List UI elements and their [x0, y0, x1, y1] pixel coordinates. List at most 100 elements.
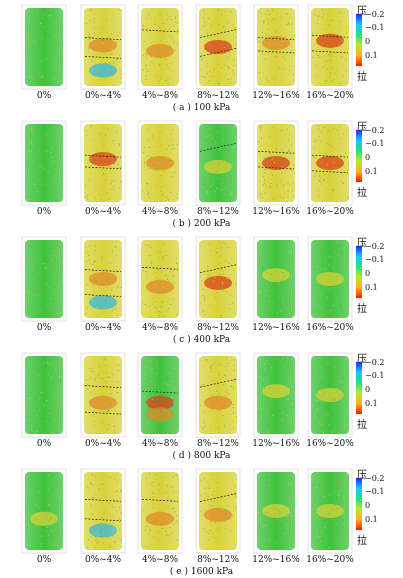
specimen-cylinder — [80, 236, 126, 322]
strain-label: 0% — [36, 207, 52, 217]
subfigure-panel: 0% 0%~4% 4%~8% 8%~12% 12%~16% 16%~20% 压 −0.2 −0.… — [0, 464, 403, 578]
specimen-cylinder — [307, 236, 353, 322]
specimen-row — [0, 0, 403, 92]
legend-tick: 0.1 — [365, 283, 378, 292]
subfigure-caption: ( a ) 100 kPa — [172, 103, 231, 113]
strain-label: 12%~16% — [252, 555, 300, 565]
strain-label: 4%~8% — [141, 207, 179, 217]
legend-tick: 0 — [365, 385, 371, 394]
strain-label: 0%~4% — [84, 323, 122, 333]
strain-label: 8%~12% — [197, 207, 239, 217]
specimen-cylinder — [307, 4, 353, 90]
subfigure-panel: 0% 0%~4% 4%~8% 8%~12% 12%~16% 16%~20% 压 −0.2 −0.… — [0, 116, 403, 230]
strain-label: 0%~4% — [84, 555, 122, 565]
legend-tension-label: 拉 — [357, 420, 367, 431]
specimen-row — [0, 116, 403, 208]
specimen-cylinder — [80, 468, 126, 554]
legend-tick: −0.1 — [365, 255, 385, 264]
strain-label: 16%~20% — [306, 207, 354, 217]
strain-label: 8%~12% — [197, 439, 239, 449]
strain-label: 4%~8% — [141, 439, 179, 449]
strain-label: 0%~4% — [84, 91, 122, 101]
legend-colorbar — [356, 14, 362, 66]
specimen-cylinder — [307, 352, 353, 438]
legend-tick: −0.1 — [365, 139, 385, 148]
legend-tick: −0.2 — [365, 358, 385, 367]
subfigure-panel: 0% 0%~4% 4%~8% 8%~12% 12%~16% 16%~20% 压 −0.2 −0.… — [0, 0, 403, 114]
specimen-cylinder — [307, 120, 353, 206]
legend-tension-label: 拉 — [357, 536, 367, 547]
legend-tick: 0 — [365, 37, 371, 46]
strain-label: 0%~4% — [84, 439, 122, 449]
specimen-cylinder — [253, 236, 299, 322]
color-legend: 压 −0.2 −0.1 0 0.1 拉 — [355, 122, 403, 199]
strain-label: 16%~20% — [306, 91, 354, 101]
strain-label: 8%~12% — [197, 555, 239, 565]
subfigure-panel: 0% 0%~4% 4%~8% 8%~12% 12%~16% 16%~20% 压 −0.2 −0.… — [0, 232, 403, 346]
strain-label: 0%~4% — [84, 207, 122, 217]
specimen-cylinder — [253, 468, 299, 554]
strain-label: 16%~20% — [306, 323, 354, 333]
strain-label: 16%~20% — [306, 439, 354, 449]
specimen-cylinder — [137, 468, 183, 554]
legend-tick: −0.2 — [365, 126, 385, 135]
strain-label: 4%~8% — [141, 555, 179, 565]
color-legend: 压 −0.2 −0.1 0 0.1 拉 — [355, 238, 403, 315]
specimen-row — [0, 348, 403, 440]
specimen-cylinder — [137, 236, 183, 322]
legend-tick: 0.1 — [365, 399, 378, 408]
strain-label: 0% — [36, 323, 52, 333]
legend-tick: 0.1 — [365, 51, 378, 60]
specimen-cylinder — [195, 120, 241, 206]
legend-compression-label: 压 — [357, 354, 367, 365]
legend-tick: −0.2 — [365, 242, 385, 251]
subfigure-caption: ( c ) 400 kPa — [172, 335, 231, 345]
strain-label: 4%~8% — [141, 323, 179, 333]
strain-label: 16%~20% — [306, 555, 354, 565]
subfigure-caption: ( e ) 1600 kPa — [169, 567, 234, 577]
legend-tension-label: 拉 — [357, 188, 367, 199]
specimen-cylinder — [195, 236, 241, 322]
strain-label: 8%~12% — [197, 91, 239, 101]
legend-tick: 0 — [365, 153, 371, 162]
strain-label: 12%~16% — [252, 323, 300, 333]
legend-tick: 0.1 — [365, 167, 378, 176]
color-legend: 压 −0.2 −0.1 0 0.1 拉 — [355, 470, 403, 547]
legend-compression-label: 压 — [357, 6, 367, 17]
legend-compression-label: 压 — [357, 238, 367, 249]
specimen-cylinder — [195, 4, 241, 90]
specimen-cylinder — [21, 352, 67, 438]
legend-colorbar — [356, 478, 362, 530]
legend-colorbar — [356, 246, 362, 298]
legend-tension-label: 拉 — [357, 72, 367, 83]
specimen-cylinder — [195, 352, 241, 438]
specimen-cylinder — [21, 120, 67, 206]
specimen-cylinder — [80, 352, 126, 438]
strain-label: 0% — [36, 555, 52, 565]
specimen-row — [0, 464, 403, 556]
legend-compression-label: 压 — [357, 470, 367, 481]
specimen-cylinder — [137, 120, 183, 206]
specimen-cylinder — [253, 352, 299, 438]
legend-tick: −0.2 — [365, 474, 385, 483]
specimen-cylinder — [21, 468, 67, 554]
strain-label: 12%~16% — [252, 207, 300, 217]
specimen-row — [0, 232, 403, 324]
subfigure-caption: ( d ) 800 kPa — [172, 451, 231, 461]
subfigure-panel: 0% 0%~4% 4%~8% 8%~12% 12%~16% 16%~20% 压 −0.2 −0.… — [0, 348, 403, 462]
legend-colorbar — [356, 362, 362, 414]
specimen-cylinder — [307, 468, 353, 554]
legend-tick: 0 — [365, 501, 371, 510]
legend-tension-label: 拉 — [357, 304, 367, 315]
specimen-cylinder — [253, 4, 299, 90]
legend-tick: −0.1 — [365, 371, 385, 380]
legend-colorbar — [356, 130, 362, 182]
specimen-cylinder — [253, 120, 299, 206]
strain-label: 0% — [36, 91, 52, 101]
specimen-cylinder — [80, 120, 126, 206]
specimen-cylinder — [80, 4, 126, 90]
specimen-cylinder — [195, 468, 241, 554]
legend-compression-label: 压 — [357, 122, 367, 133]
color-legend: 压 −0.2 −0.1 0 0.1 拉 — [355, 6, 403, 83]
legend-tick: 0.1 — [365, 515, 378, 524]
